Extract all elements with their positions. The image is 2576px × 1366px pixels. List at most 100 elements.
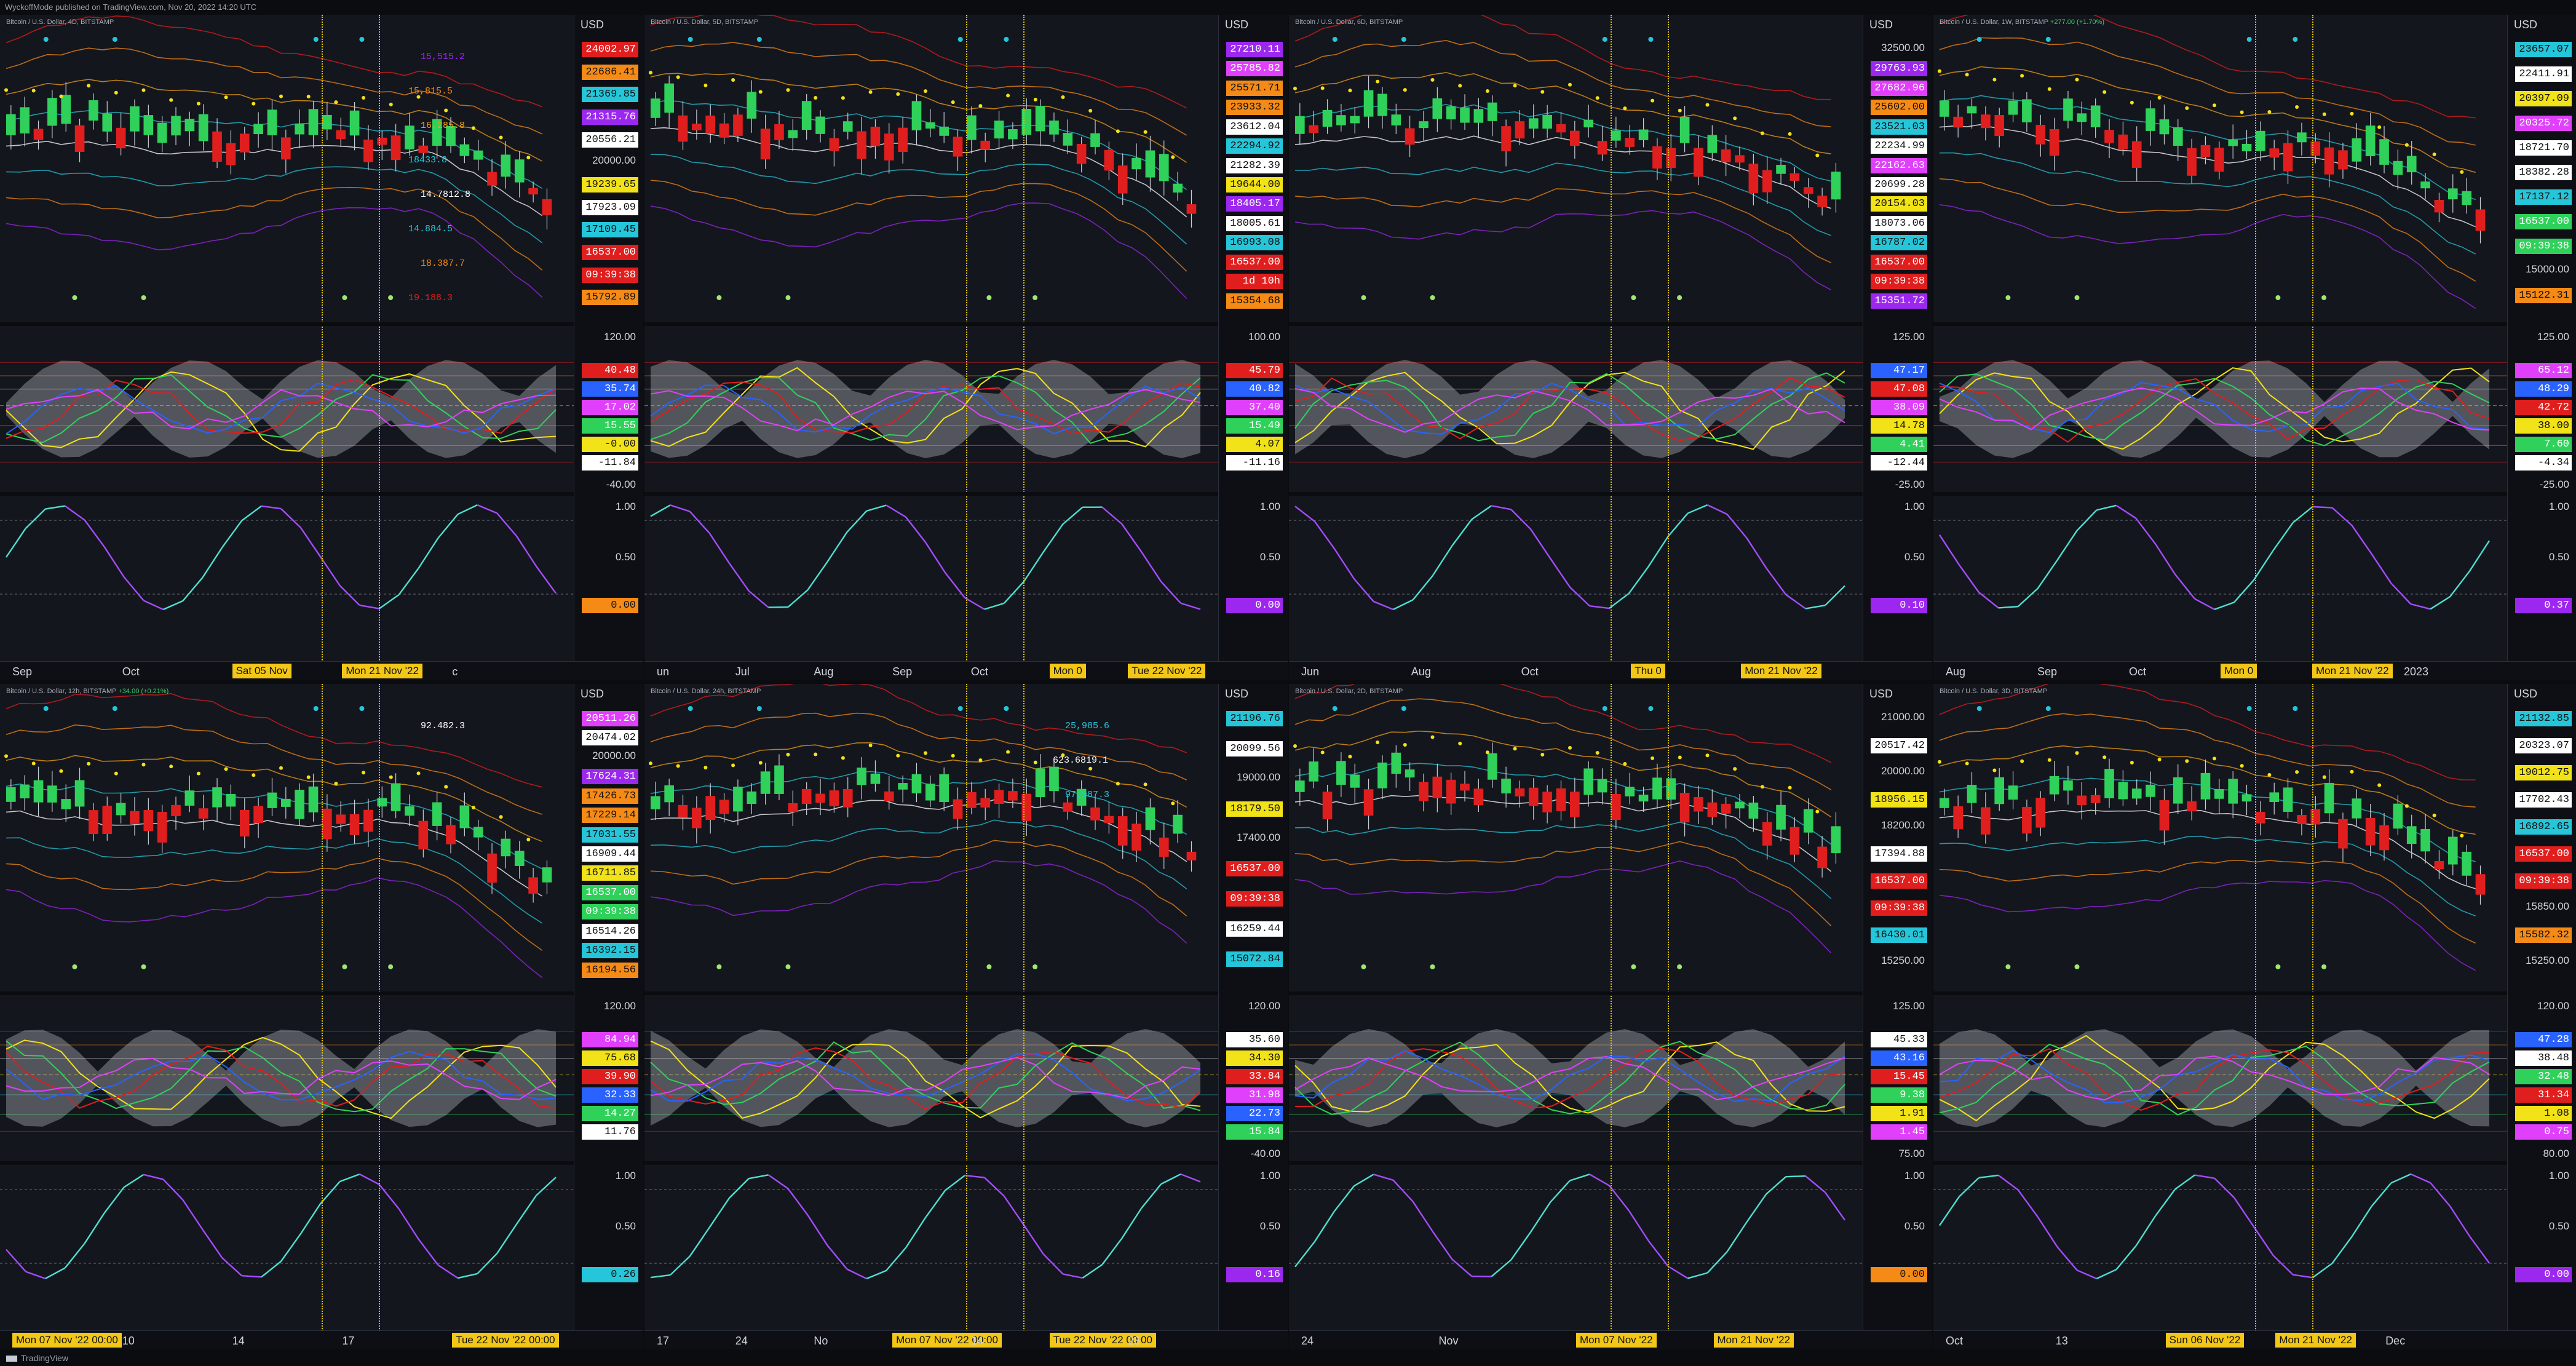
price-pane[interactable] — [0, 15, 574, 322]
price-tag: 21132.85 — [2515, 711, 2572, 726]
stochastic-line — [1726, 514, 1748, 539]
stochastic-pane[interactable] — [644, 1165, 1219, 1288]
chart-panel[interactable]: Bitcoin / U.S. Dollar, 24h, BITSTAMP 25,9… — [644, 684, 1288, 1349]
stochastic-line — [1353, 1173, 1374, 1187]
price-tag: 20397.09 — [2515, 91, 2572, 106]
stochastic-line — [2056, 530, 2078, 561]
price-axis[interactable]: USD 21196.76 20099.56 19000.00 18179.50 17400… — [1218, 684, 1288, 1349]
oscillator-pane[interactable] — [644, 326, 1219, 492]
price-axis[interactable]: USD 23657.07 22411.91 20397.09 20325.72 18721… — [2507, 15, 2576, 680]
chart-panel[interactable]: Bitcoin / U.S. Dollar, 5D, BITSTAMP USD 27… — [644, 15, 1288, 680]
pane-separator[interactable] — [1933, 492, 2576, 496]
time-axis[interactable]: 24 Nov Mon 07 Nov '22 Mon 21 Nov '22 — [1289, 1330, 1932, 1349]
time-axis[interactable]: Mon 07 Nov '22 00:00 10 14 17 Tue 22 Nov '22… — [0, 1330, 643, 1349]
candle — [377, 137, 387, 145]
candle — [1117, 816, 1128, 846]
oscillator-pane[interactable] — [1933, 995, 2508, 1161]
candle — [953, 799, 963, 819]
oscillator-pane[interactable] — [1289, 995, 1863, 1161]
oscillator-pane[interactable] — [644, 995, 1219, 1161]
price-pane[interactable] — [1289, 15, 1863, 322]
chart-panel[interactable]: Bitcoin / U.S. Dollar, 12h, BITSTAMP +34… — [0, 684, 643, 1349]
pane-separator[interactable] — [1289, 322, 1932, 326]
oscillator-pane[interactable] — [0, 326, 574, 492]
band-line — [650, 742, 1187, 808]
pane-separator[interactable] — [644, 1161, 1288, 1165]
price-pane[interactable] — [1933, 684, 2508, 991]
price-axis[interactable]: USD 20511.26 20474.02 20000.00 17624.31 17426… — [574, 684, 643, 1349]
pane-separator[interactable] — [1933, 322, 2576, 326]
pane-separator[interactable] — [0, 492, 643, 496]
time-axis[interactable]: 17 24 No Mon 07 Nov '22 00:00 14 Tue 22 Nov '… — [644, 1330, 1288, 1349]
pane-separator[interactable] — [1289, 1161, 1932, 1165]
price-axis[interactable]: USD 21000.00 20517.42 20000.00 18956.15 18200… — [1863, 684, 1932, 1349]
oscillator-pane[interactable] — [1289, 326, 1863, 492]
stochastic-pane[interactable] — [0, 496, 574, 619]
time-axis[interactable]: Sep Oct Sat 05 Nov Mon 21 Nov '22 c — [0, 661, 643, 680]
oscillator-line — [1939, 367, 2490, 450]
stochastic-tick-label: 0.50 — [2548, 1220, 2569, 1232]
stochastic-line — [708, 533, 730, 564]
pane-separator[interactable] — [1289, 991, 1932, 995]
stochastic-tick-label: 0.50 — [615, 1220, 636, 1232]
stochastic-line — [1550, 558, 1571, 588]
price-pane[interactable] — [644, 15, 1219, 322]
signal-dot — [471, 805, 475, 809]
stochastic-value-tag: 0.37 — [2515, 598, 2572, 613]
stochastic-line — [728, 562, 750, 592]
candle — [2269, 792, 2280, 803]
currency-label: USD — [1869, 688, 1893, 700]
oscillator-pane[interactable] — [0, 995, 574, 1161]
price-pane[interactable] — [1289, 684, 1863, 991]
chart-panel[interactable]: Bitcoin / U.S. Dollar, 1W, BITSTAMP +277… — [1933, 15, 2576, 680]
stochastic-pane[interactable] — [1289, 496, 1863, 619]
time-axis[interactable]: un Jul Aug Sep Oct Mon 0 Tue 22 Nov '22 — [644, 661, 1288, 680]
price-axis[interactable]: USD 21132.85 20323.07 19012.75 17702.43 16892… — [2507, 684, 2576, 1349]
pane-separator[interactable] — [0, 322, 643, 326]
time-axis[interactable]: Jun Aug Oct Thu 0 Mon 21 Nov '22 — [1289, 661, 1932, 680]
signal-dot — [334, 100, 338, 105]
stochastic-line — [162, 1178, 184, 1201]
oscillator-value-tag: 47.17 — [1871, 363, 1927, 378]
candle — [74, 125, 85, 152]
chart-panel[interactable]: Bitcoin / U.S. Dollar, 4D, BITSTAMP 15,51… — [0, 15, 643, 680]
pane-separator[interactable] — [1289, 492, 1932, 496]
stochastic-line — [1141, 1183, 1162, 1209]
price-pane[interactable] — [644, 684, 1219, 991]
signal-dot — [43, 706, 49, 711]
candle — [1186, 851, 1197, 860]
stochastic-line — [2214, 602, 2235, 610]
price-axis[interactable]: USD 24002.97 22686.41 21369.85 21315.76 20556… — [574, 15, 643, 680]
stochastic-line — [1825, 585, 1845, 606]
oscillator-line — [6, 1040, 557, 1113]
stochastic-pane[interactable] — [644, 496, 1219, 619]
time-axis[interactable]: Aug Sep Oct Mon 0 Mon 21 Nov '22 2023 — [1933, 661, 2576, 680]
signal-dot — [1623, 106, 1627, 111]
stochastic-pane[interactable] — [0, 1165, 574, 1288]
pane-separator[interactable] — [644, 492, 1288, 496]
price-axis[interactable]: USD 32500.00 29763.93 27682.96 25602.00 23521… — [1863, 15, 1932, 680]
chart-panel[interactable]: Bitcoin / U.S. Dollar, 6D, BITSTAMP USD 32… — [1289, 15, 1932, 680]
stochastic-tick-label: 1.00 — [1259, 501, 1280, 512]
signal-dot — [2240, 764, 2244, 768]
price-pane[interactable] — [0, 684, 574, 991]
price-axis[interactable]: USD 27210.11 25785.82 25571.71 23933.32 23612… — [1218, 15, 1288, 680]
chart-panel[interactable]: Bitcoin / U.S. Dollar, 2D, BITSTAMP USD 21… — [1289, 684, 1932, 1349]
pane-separator[interactable] — [644, 991, 1288, 995]
stochastic-pane[interactable] — [1289, 1165, 1863, 1288]
price-tag: 15351.72 — [1871, 293, 1927, 309]
candle — [459, 805, 470, 828]
price-tag: 17923.09 — [582, 199, 638, 215]
time-axis[interactable]: Oct 13 Sun 06 Nov '22 Mon 21 Nov '22 Dec — [1933, 1330, 2576, 1349]
stochastic-pane[interactable] — [1933, 496, 2508, 619]
pane-separator[interactable] — [644, 322, 1288, 326]
stochastic-pane[interactable] — [1933, 1165, 2508, 1288]
pane-separator[interactable] — [0, 1161, 643, 1165]
oscillator-pane[interactable] — [1933, 326, 2508, 492]
candle — [528, 188, 538, 195]
pane-separator[interactable] — [1933, 991, 2576, 995]
pane-separator[interactable] — [0, 991, 643, 995]
price-pane[interactable] — [1933, 15, 2508, 322]
chart-panel[interactable]: Bitcoin / U.S. Dollar, 3D, BITSTAMP USD 21… — [1933, 684, 2576, 1349]
pane-separator[interactable] — [1933, 1161, 2576, 1165]
